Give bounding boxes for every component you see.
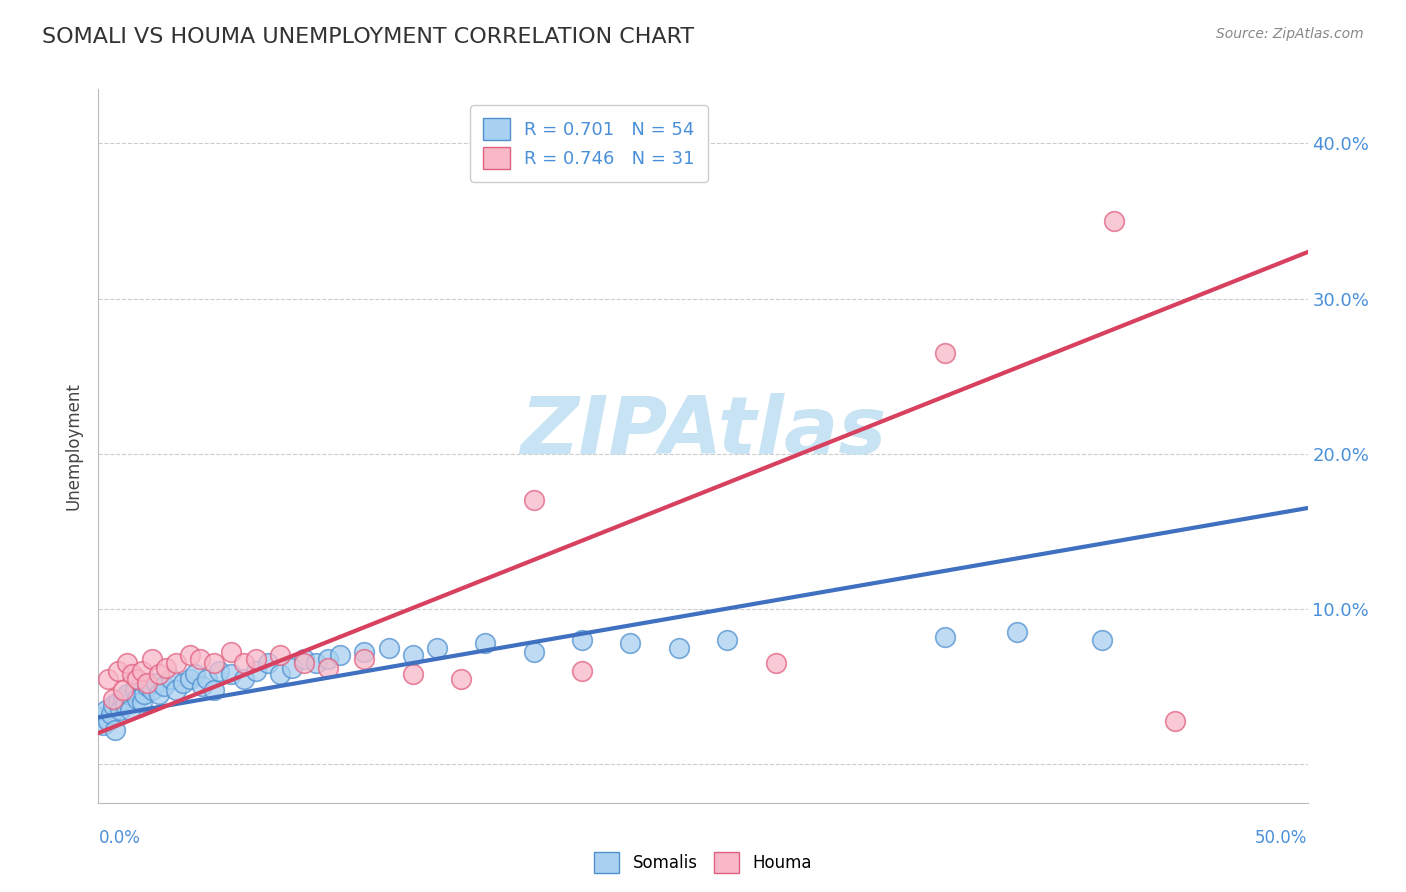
Point xyxy=(179,672,201,686)
Point xyxy=(245,664,267,678)
Point xyxy=(172,676,194,690)
Point xyxy=(91,718,114,732)
Text: SOMALI VS HOUMA UNEMPLOYMENT CORRELATION CHART: SOMALI VS HOUMA UNEMPLOYMENT CORRELATION… xyxy=(42,27,695,46)
Point xyxy=(245,651,267,665)
Point xyxy=(292,656,315,670)
Point xyxy=(165,682,187,697)
Text: 0.0%: 0.0% xyxy=(98,829,141,847)
Point xyxy=(269,648,291,663)
Text: Source: ZipAtlas.com: Source: ZipAtlas.com xyxy=(1216,27,1364,41)
Point xyxy=(134,687,156,701)
Point xyxy=(90,710,112,724)
Point xyxy=(97,672,120,686)
Point xyxy=(619,636,641,650)
Point xyxy=(155,661,177,675)
Point xyxy=(353,651,375,665)
Point xyxy=(305,656,328,670)
Point xyxy=(232,656,254,670)
Point xyxy=(316,651,339,665)
Point xyxy=(165,656,187,670)
Point xyxy=(107,664,129,678)
Point xyxy=(716,632,738,647)
Point xyxy=(934,346,956,360)
Point xyxy=(402,648,425,663)
Point xyxy=(377,640,399,655)
Point xyxy=(188,651,211,665)
Point xyxy=(523,493,546,508)
Point xyxy=(184,667,207,681)
Text: ZIPAtlas: ZIPAtlas xyxy=(520,392,886,471)
Point xyxy=(221,645,243,659)
Point xyxy=(765,656,787,670)
Point xyxy=(104,723,127,737)
Point xyxy=(1163,714,1185,728)
Legend: R = 0.701   N = 54, R = 0.746   N = 31: R = 0.701 N = 54, R = 0.746 N = 31 xyxy=(470,105,707,182)
Point xyxy=(191,680,214,694)
Point xyxy=(97,714,120,728)
Point xyxy=(117,687,139,701)
Point xyxy=(131,664,153,678)
Point xyxy=(256,656,278,670)
Point xyxy=(1007,625,1029,640)
Point xyxy=(571,664,593,678)
Point xyxy=(135,680,157,694)
Point xyxy=(179,648,201,663)
Point xyxy=(101,698,124,712)
Point xyxy=(221,667,243,681)
Point xyxy=(148,687,170,701)
Point xyxy=(208,664,231,678)
Point xyxy=(108,703,131,717)
Point xyxy=(269,667,291,681)
Point xyxy=(141,651,163,665)
Point xyxy=(131,695,153,709)
Point xyxy=(107,695,129,709)
Point xyxy=(232,672,254,686)
Point xyxy=(114,698,136,712)
Point xyxy=(426,640,449,655)
Point xyxy=(316,661,339,675)
Point xyxy=(934,630,956,644)
Point xyxy=(281,661,304,675)
Text: 50.0%: 50.0% xyxy=(1256,829,1308,847)
Point xyxy=(100,707,122,722)
Point xyxy=(121,667,143,681)
Point xyxy=(204,656,226,670)
Point xyxy=(1102,214,1125,228)
Point xyxy=(152,680,174,694)
Point xyxy=(111,682,134,697)
Point xyxy=(127,691,149,706)
Point xyxy=(124,682,146,697)
Point xyxy=(195,672,218,686)
Point xyxy=(94,703,117,717)
Point xyxy=(101,691,124,706)
Point xyxy=(329,648,352,663)
Point xyxy=(117,656,139,670)
Point xyxy=(111,691,134,706)
Point xyxy=(1091,632,1114,647)
Point xyxy=(127,672,149,686)
Point xyxy=(450,672,472,686)
Point xyxy=(571,632,593,647)
Y-axis label: Unemployment: Unemployment xyxy=(65,382,83,510)
Point xyxy=(160,672,183,686)
Point xyxy=(204,682,226,697)
Point xyxy=(141,682,163,697)
Point xyxy=(118,703,141,717)
Point xyxy=(292,651,315,665)
Point xyxy=(668,640,690,655)
Point xyxy=(474,636,496,650)
Legend: Somalis, Houma: Somalis, Houma xyxy=(588,846,818,880)
Point xyxy=(523,645,546,659)
Point xyxy=(353,645,375,659)
Point xyxy=(148,667,170,681)
Point xyxy=(135,676,157,690)
Point xyxy=(402,667,425,681)
Point xyxy=(145,676,167,690)
